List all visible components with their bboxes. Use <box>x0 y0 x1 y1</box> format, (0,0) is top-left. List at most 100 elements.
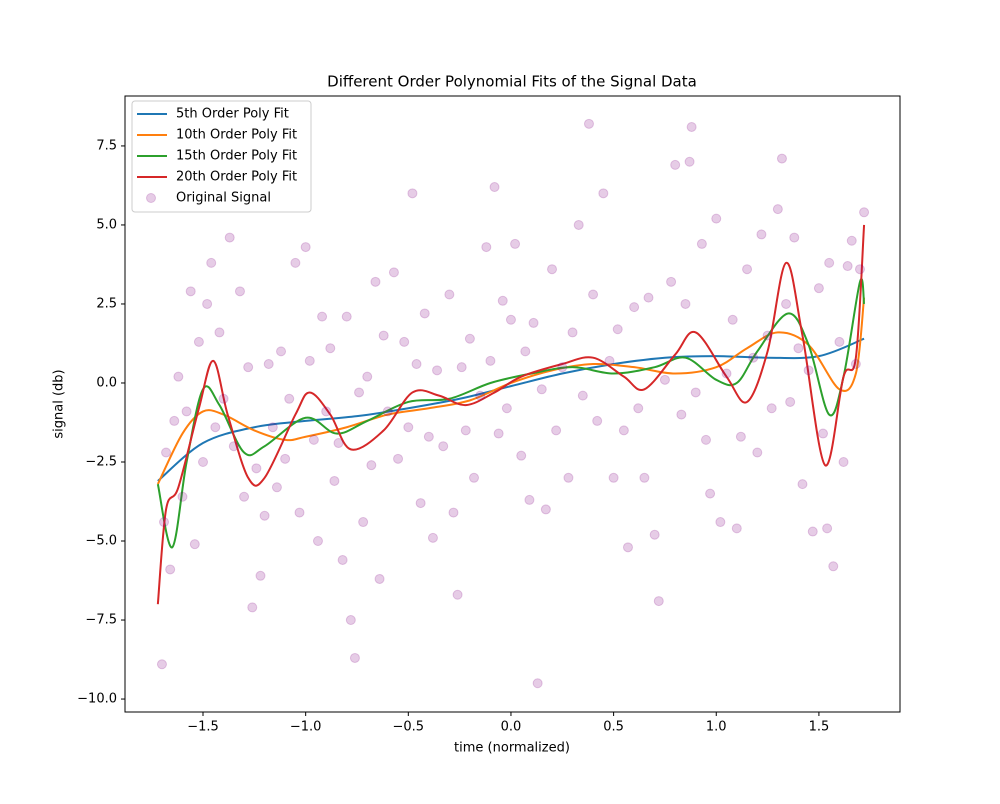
scatter-point <box>337 554 348 565</box>
scatter-point <box>181 406 192 417</box>
scatter-point <box>618 425 629 436</box>
scatter-point <box>312 536 323 547</box>
scatter-point <box>173 371 184 382</box>
scatter-point <box>680 298 691 309</box>
scatter-point <box>633 403 644 414</box>
scatter-point <box>598 188 609 199</box>
scatter-point <box>329 475 340 486</box>
scatter-point <box>557 362 568 373</box>
scatter-point <box>577 390 588 401</box>
x-tick-label: −1.0 <box>290 720 322 735</box>
fit-line <box>156 224 866 605</box>
scatter-point <box>239 491 250 502</box>
axes-frame <box>124 95 901 713</box>
scatter-point <box>234 286 245 297</box>
scatter-point <box>218 393 229 404</box>
scatter-point <box>259 510 270 521</box>
scatter-point <box>727 314 738 325</box>
scatter-point <box>721 368 732 379</box>
scatter-point <box>378 330 389 341</box>
scatter-point <box>370 276 381 287</box>
legend-label: 10th Order Poly Fit <box>176 128 297 143</box>
scatter-point <box>850 359 861 370</box>
scatter-point <box>393 453 404 464</box>
scatter-point <box>300 242 311 253</box>
scatter-point <box>824 257 835 268</box>
scatter-point <box>807 526 818 537</box>
scatter-point <box>161 447 172 458</box>
scatter-point <box>469 472 480 483</box>
scatter-point <box>612 324 623 335</box>
scatter-point <box>789 232 800 243</box>
scatter-point <box>842 261 853 272</box>
y-tick-label: −7.5 <box>85 613 117 628</box>
x-axis-label: time (normalized) <box>454 741 570 756</box>
scatter-point <box>333 438 344 449</box>
legend-label: 15th Order Poly Fit <box>176 149 297 164</box>
y-tick-label: 2.5 <box>96 296 117 311</box>
scatter-point <box>399 336 410 347</box>
scatter-point <box>608 472 619 483</box>
scatter-point <box>684 156 695 167</box>
scatter-point <box>854 264 865 275</box>
scatter-point <box>715 517 726 528</box>
scatter-point <box>456 362 467 373</box>
scatter-point <box>349 652 360 663</box>
scatter-point <box>573 219 584 230</box>
scatter-point <box>267 422 278 433</box>
scatter-point <box>748 352 759 363</box>
scatter-point <box>156 659 167 670</box>
scatter-point <box>711 213 722 224</box>
y-tick-label: −2.5 <box>85 454 117 469</box>
scatter-point <box>653 596 664 607</box>
scatter-point <box>536 384 547 395</box>
scatter-point <box>444 289 455 300</box>
scatter-point <box>563 472 574 483</box>
scatter-point <box>419 308 430 319</box>
scatter-point <box>828 561 839 572</box>
scatter-point <box>464 333 475 344</box>
scatter-point <box>846 235 857 246</box>
scatter-point <box>547 264 558 275</box>
x-tick-label: 0.0 <box>501 720 522 735</box>
scatter-point <box>198 456 209 467</box>
scatter-point <box>696 238 707 249</box>
scatter-point <box>859 207 870 218</box>
scatter-point <box>567 327 578 338</box>
scatter-point <box>354 387 365 398</box>
scatter-point <box>165 564 176 575</box>
scatter-point <box>247 602 258 613</box>
scatter-point <box>629 302 640 313</box>
x-tick-label: 1.5 <box>809 720 830 735</box>
x-tick-label: −0.5 <box>393 720 425 735</box>
scatter-point <box>251 463 262 474</box>
scatter-point <box>604 355 615 366</box>
scatter-point <box>501 403 512 414</box>
scatter-point <box>528 317 539 328</box>
scatter-point <box>276 346 287 357</box>
scatter-point <box>639 472 650 483</box>
scatter-point <box>776 153 787 164</box>
scatter-point <box>583 118 594 129</box>
scatter-point <box>756 229 767 240</box>
scatter-point <box>452 589 463 600</box>
scatter-point <box>448 507 459 518</box>
scatter-point <box>834 336 845 347</box>
scatter-point <box>255 570 266 581</box>
scatter-point <box>169 415 180 426</box>
scatter-point <box>294 507 305 518</box>
plot-area <box>156 118 870 689</box>
scatter-point <box>366 460 377 471</box>
scatter-point <box>411 359 422 370</box>
scatter-point <box>592 415 603 426</box>
scatter-point <box>690 387 701 398</box>
legend-label: Original Signal <box>176 191 271 206</box>
y-tick-label: 7.5 <box>96 138 117 153</box>
scatter-point <box>666 276 677 287</box>
scatter-point <box>505 314 516 325</box>
scatter-point <box>485 355 496 366</box>
scatter-point <box>177 491 188 502</box>
scatter-point <box>735 431 746 442</box>
